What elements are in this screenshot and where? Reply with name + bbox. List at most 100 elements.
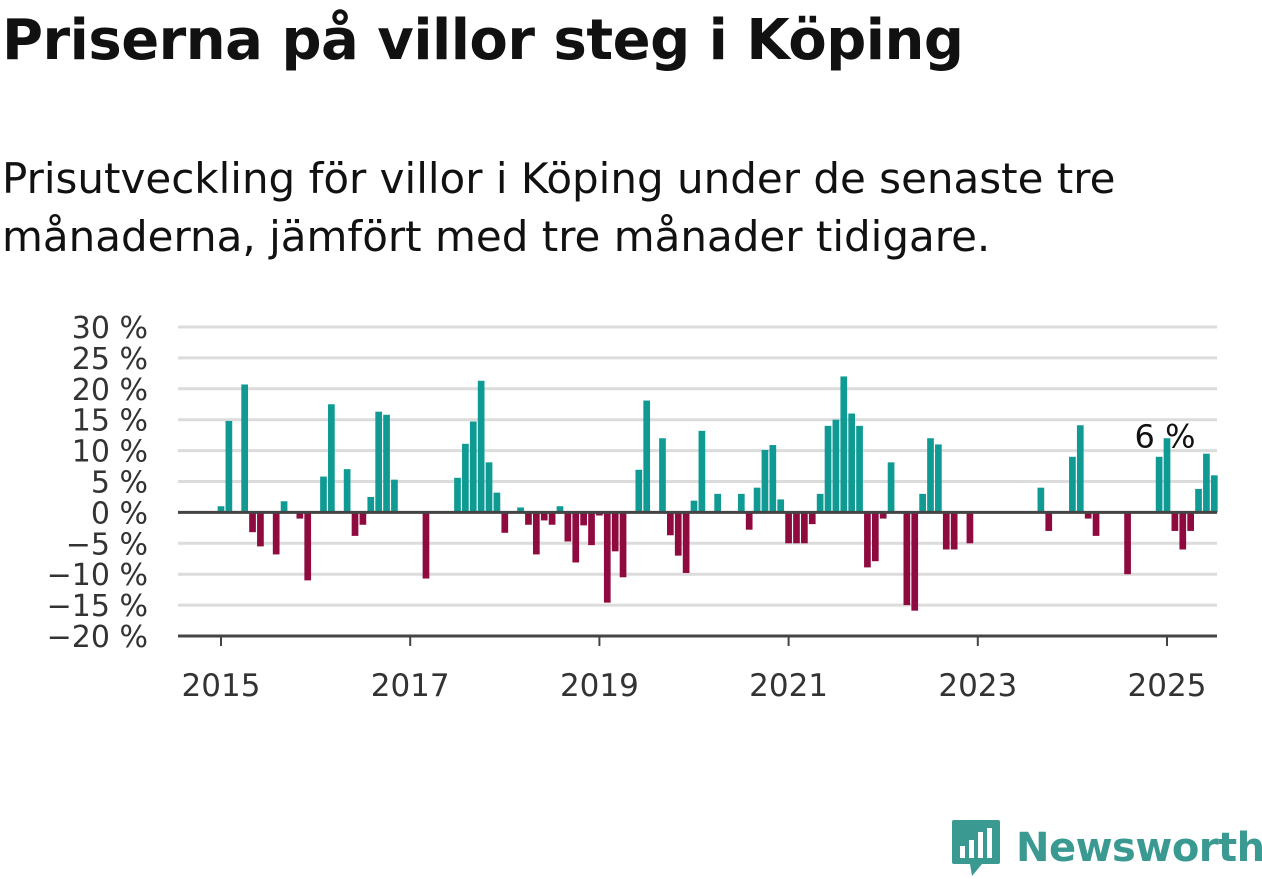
- gridlines: [178, 325, 1217, 607]
- bar-negative: [422, 512, 430, 579]
- bar-negative: [808, 512, 816, 525]
- bar-negative: [911, 512, 919, 611]
- bar-negative: [580, 512, 587, 526]
- bar-positive: [856, 425, 863, 513]
- bar-positive: [816, 493, 824, 513]
- bar-positive: [1155, 456, 1163, 513]
- bars: [217, 376, 1218, 611]
- bar-positive: [1163, 438, 1171, 513]
- bar-positive: [737, 493, 745, 513]
- bar-negative: [572, 512, 580, 563]
- bar-positive: [935, 444, 942, 513]
- bar-positive: [887, 462, 895, 513]
- bar-positive: [1037, 487, 1045, 513]
- y-tick-label: −5 %: [66, 527, 148, 562]
- bar-negative: [603, 512, 611, 603]
- bar-positive: [343, 469, 351, 513]
- bar-negative: [548, 512, 556, 525]
- bar-negative: [296, 512, 304, 519]
- bar-positive: [241, 384, 248, 513]
- bar-positive: [714, 493, 721, 513]
- bar-positive: [1069, 456, 1076, 513]
- bar-negative: [359, 512, 367, 525]
- bar-negative: [785, 512, 792, 544]
- bar-negative: [966, 512, 974, 544]
- bar-positive: [485, 462, 493, 513]
- bar-negative: [304, 512, 312, 581]
- bar-negative: [1179, 512, 1187, 550]
- x-axis-tick-labels: 2015 2017 2019 2021 2023 2025: [182, 636, 1207, 704]
- x-tick-label: 2019: [560, 668, 639, 704]
- bar-positive: [1076, 425, 1084, 513]
- bar-positive: [1195, 488, 1202, 513]
- bar-positive: [477, 380, 485, 513]
- bar-negative: [249, 512, 256, 533]
- x-tick-label: 2021: [749, 668, 828, 704]
- newsworthy-logo-icon: [952, 820, 1000, 876]
- bar-positive: [493, 492, 501, 513]
- bar-positive: [280, 501, 288, 513]
- bar-negative: [272, 512, 280, 555]
- x-tick-label: 2023: [938, 668, 1017, 704]
- x-tick-label: 2025: [1128, 668, 1207, 704]
- x-tick-label: 2015: [182, 668, 261, 704]
- y-tick-label: −15 %: [47, 589, 148, 624]
- bar-negative: [501, 512, 509, 533]
- y-tick-label: −10 %: [47, 558, 148, 593]
- bar-positive: [320, 476, 327, 513]
- bar-negative: [564, 512, 572, 542]
- bar-negative: [596, 512, 603, 516]
- bar-positive: [462, 443, 469, 513]
- bar-positive: [753, 487, 761, 513]
- bar-negative: [667, 512, 674, 536]
- bar-positive: [556, 506, 564, 513]
- bar-positive: [848, 413, 856, 513]
- bar-positive: [517, 507, 524, 513]
- bar-positive: [824, 425, 832, 513]
- bar-positive: [1203, 453, 1210, 513]
- bar-negative: [257, 512, 264, 547]
- bar-negative: [674, 512, 682, 556]
- bar-positive: [217, 506, 225, 513]
- bar-positive: [328, 404, 335, 513]
- y-tick-label: 15 %: [72, 404, 148, 439]
- y-axis-tick-labels: 30 %25 %20 %15 %10 %5 %0 %−5 %−10 %−15 %…: [47, 311, 148, 655]
- bar-negative: [1187, 512, 1194, 531]
- bar-negative: [532, 512, 540, 555]
- bar-positive: [635, 469, 643, 513]
- bar-negative: [1045, 512, 1053, 531]
- bar-negative: [1084, 512, 1092, 519]
- bar-positive: [469, 421, 477, 513]
- bar-negative: [793, 512, 800, 544]
- bar-negative: [1171, 512, 1179, 531]
- y-tick-label: 0 %: [91, 496, 148, 531]
- bar-positive: [375, 411, 383, 513]
- bar-positive: [454, 477, 461, 513]
- axes: [178, 510, 1217, 638]
- bar-positive: [761, 449, 769, 513]
- bar-positive: [367, 496, 375, 513]
- bar-negative: [540, 512, 548, 521]
- bar-negative: [611, 512, 619, 552]
- y-tick-label: 30 %: [72, 311, 148, 346]
- price-change-bar-chart: 30 %25 %20 %15 %10 %5 %0 %−5 %−10 %−15 %…: [47, 311, 1218, 704]
- bar-negative: [1092, 512, 1100, 536]
- bar-negative: [682, 512, 690, 573]
- bar-positive: [919, 493, 926, 513]
- bar-negative: [351, 512, 359, 536]
- brand-name: Newsworthy: [1016, 825, 1262, 871]
- y-tick-label: 10 %: [72, 435, 148, 470]
- bar-negative: [879, 512, 887, 519]
- bar-positive: [383, 414, 390, 513]
- bar-negative: [864, 512, 871, 568]
- bar-positive: [1210, 475, 1218, 513]
- bar-positive: [769, 445, 777, 513]
- bar-positive: [698, 430, 706, 513]
- bar-negative: [619, 512, 627, 578]
- bar-positive: [777, 499, 785, 513]
- bar-negative: [903, 512, 911, 606]
- bar-negative: [871, 512, 879, 562]
- latest-value-annotation: 6 %: [1135, 417, 1196, 455]
- bar-negative: [942, 512, 950, 550]
- bar-negative: [745, 512, 753, 530]
